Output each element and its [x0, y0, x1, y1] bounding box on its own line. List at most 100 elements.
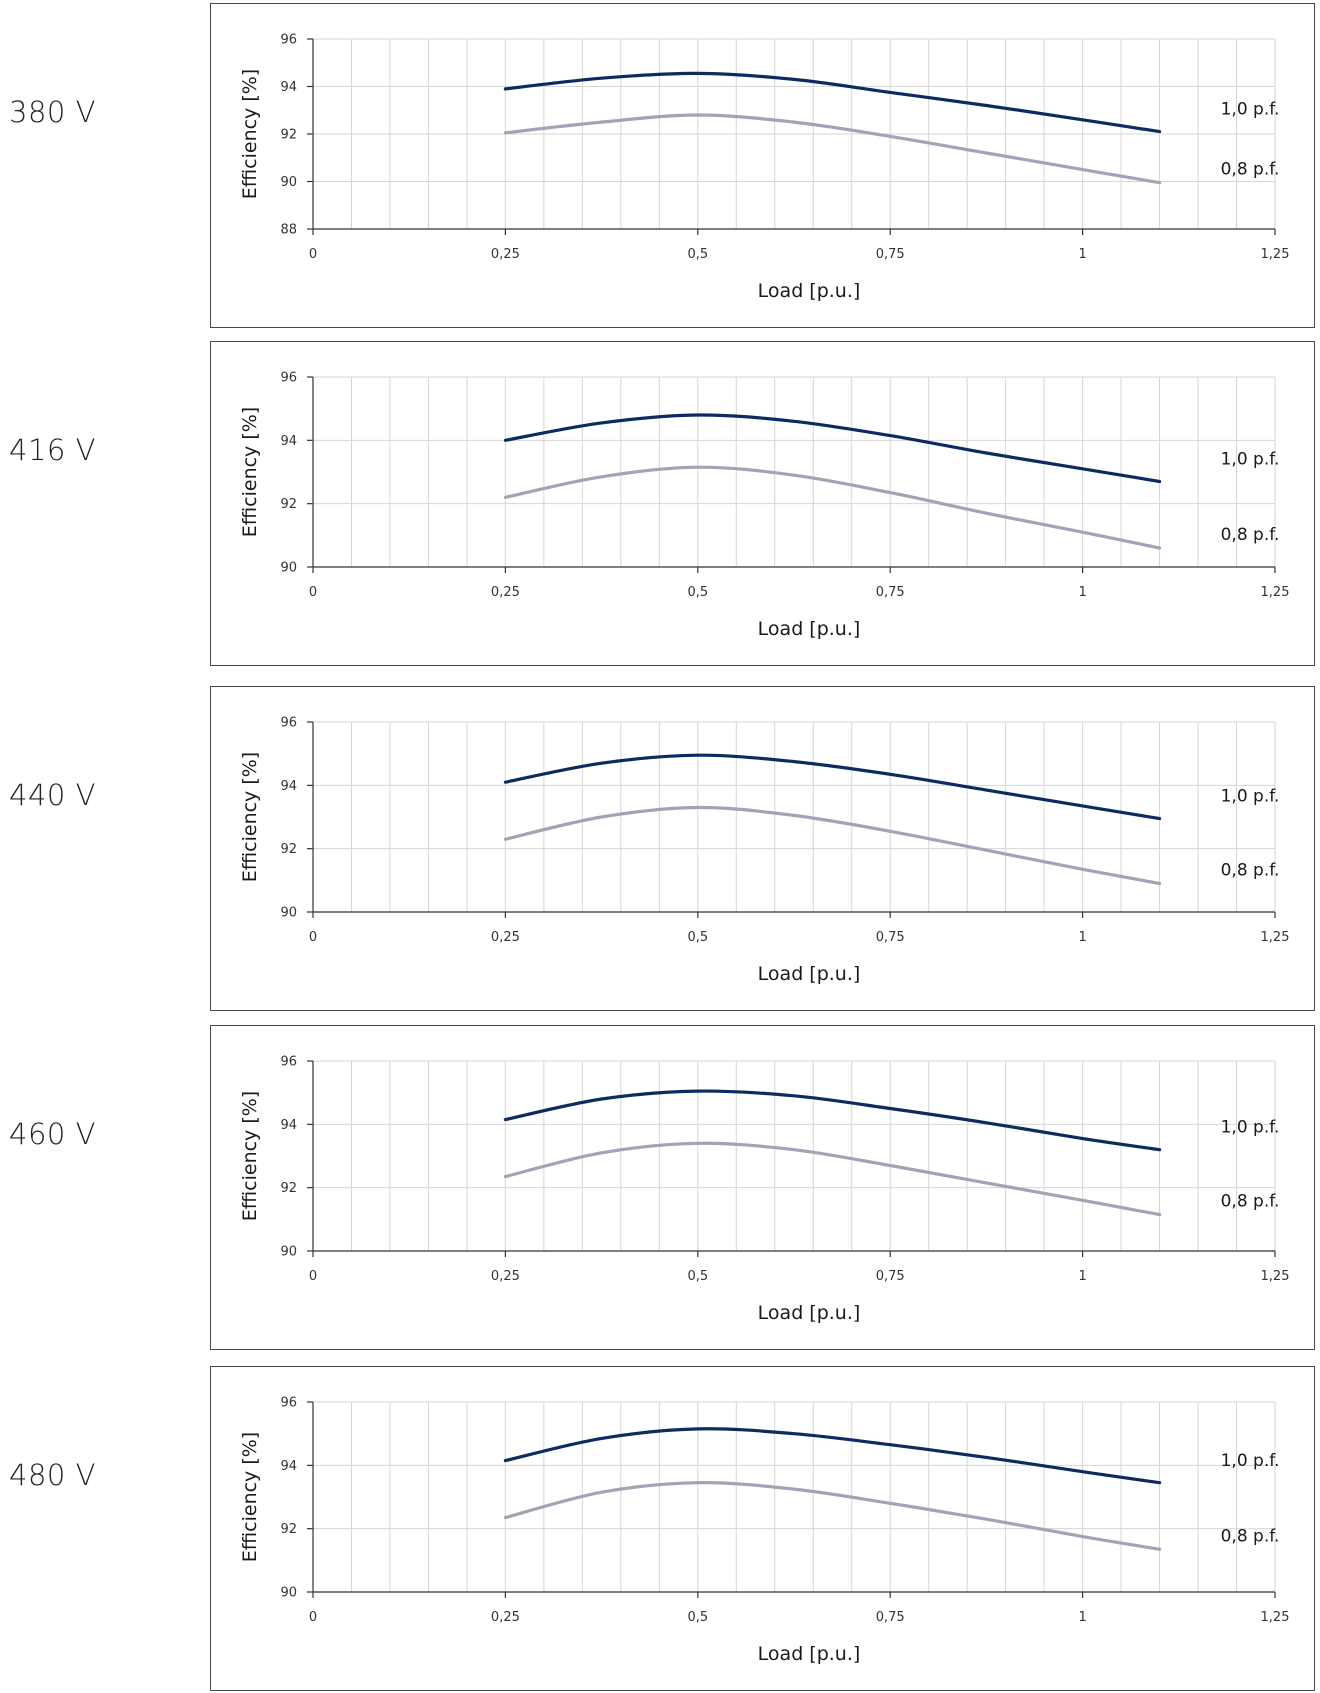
y-tick-label: 94 [280, 779, 297, 794]
y-tick-label: 90 [280, 1245, 297, 1260]
x-tick-label: 0,25 [491, 247, 520, 262]
x-tick-label: 0 [309, 1269, 317, 1284]
y-tick-label: 92 [280, 1181, 297, 1196]
grid [313, 38, 1276, 229]
y-tick-label: 90 [280, 175, 297, 190]
series-line-pf-0-8 [503, 1141, 1162, 1217]
chart-frame: 88 90 92 94 96 0 0,25 0,5 0,75 1 1,25 Load [p.u.] Ef… [210, 3, 1315, 328]
series-label: 1,0 p.f. [1221, 1451, 1280, 1471]
chart-frame: 90 92 94 96 0 0,25 0,5 0,75 1 1,25 Load [p.u.] Effi… [210, 1025, 1315, 1350]
y-tick-label: 96 [280, 716, 297, 731]
y-tick-label: 92 [280, 128, 297, 143]
y-tick-label: 92 [280, 1522, 297, 1537]
x-axis-title: Load [p.u.] [758, 618, 861, 640]
y-tick-label: 90 [280, 1586, 297, 1601]
x-tick-label: 0,25 [491, 1610, 520, 1625]
x-tick-label: 0,5 [687, 247, 708, 262]
y-tick-label: 88 [280, 223, 297, 238]
y-tick-label: 94 [280, 434, 297, 449]
series-label: 0,8 p.f. [1221, 861, 1280, 881]
chart-row-2: 416 V 90 92 94 96 0 0,25 0,5 0,75 1 1,25 Load [p.u.… [0, 338, 1320, 668]
y-tick-label: 94 [280, 1459, 297, 1474]
y-tick-label: 90 [280, 561, 297, 576]
y-axis-title: Efficiency [%] [239, 1432, 261, 1562]
x-tick-label: 0 [309, 930, 317, 945]
x-tick-label: 1,25 [1261, 930, 1290, 945]
x-tick-label: 1,25 [1261, 247, 1290, 262]
series-line-pf-0-8 [503, 465, 1162, 550]
x-tick-label: 0 [309, 247, 317, 262]
y-tick-label: 96 [280, 1055, 297, 1070]
y-tick-label: 94 [280, 80, 297, 95]
y-axis-title: Efficiency [%] [239, 407, 261, 537]
x-tick-label: 0,75 [876, 930, 905, 945]
x-tick-label: 1 [1078, 1269, 1086, 1284]
grid [313, 1401, 1276, 1592]
y-tick-label: 92 [280, 842, 297, 857]
y-tick-label: 92 [280, 497, 297, 512]
x-tick-label: 0,75 [876, 1269, 905, 1284]
x-axis-title: Load [p.u.] [758, 1302, 861, 1324]
efficiency-chart: 90 92 94 96 0 0,25 0,5 0,75 1 1,25 Load [p.u.] Effi… [239, 1055, 1290, 1325]
voltage-label: 416 V [9, 433, 96, 467]
x-tick-label: 0,5 [687, 585, 708, 600]
x-tick-label: 0,25 [491, 930, 520, 945]
x-tick-label: 0,5 [687, 1269, 708, 1284]
x-tick-label: 0,75 [876, 585, 905, 600]
series-label: 0,8 p.f. [1221, 525, 1280, 545]
x-tick-label: 1 [1078, 930, 1086, 945]
series-line-pf-1-0 [503, 753, 1162, 821]
grid [313, 1060, 1276, 1251]
chart-row-1: 380 V 88 90 92 94 96 0 0,25 0,5 0,75 1 1,25 Load [p.… [0, 0, 1320, 330]
y-axis-title: Efficiency [%] [239, 752, 261, 882]
chart-row-3: 440 V 90 92 94 96 0 0,25 0,5 0,75 1 1,25 Load [p.u.… [0, 683, 1320, 1013]
x-tick-label: 0 [309, 585, 317, 600]
x-axis-title: Load [p.u.] [758, 280, 861, 302]
x-tick-label: 0,75 [876, 1610, 905, 1625]
grid [313, 721, 1276, 912]
efficiency-chart: 90 92 94 96 0 0,25 0,5 0,75 1 1,25 Load [p.u.] Effi… [239, 716, 1290, 986]
chart-frame: 90 92 94 96 0 0,25 0,5 0,75 1 1,25 Load [p.u.] Effi… [210, 686, 1315, 1011]
voltage-label: 460 V [9, 1117, 96, 1151]
series-label: 0,8 p.f. [1221, 1526, 1280, 1546]
y-axis-title: Efficiency [%] [239, 1091, 261, 1221]
efficiency-chart: 90 92 94 96 0 0,25 0,5 0,75 1 1,25 Load [p.u.] Effi… [239, 371, 1290, 641]
chart-row-5: 480 V 90 92 94 96 0 0,25 0,5 0,75 1 1,25 Load [p.u.… [0, 1363, 1320, 1693]
x-axis-title: Load [p.u.] [758, 1643, 861, 1665]
series-label: 0,8 p.f. [1221, 1192, 1280, 1212]
series-line-pf-0-8 [503, 1481, 1162, 1551]
chart-frame: 90 92 94 96 0 0,25 0,5 0,75 1 1,25 Load [p.u.] Effi… [210, 341, 1315, 666]
series-label: 1,0 p.f. [1221, 450, 1280, 470]
series-line-pf-0-8 [503, 113, 1162, 185]
x-tick-label: 0,25 [491, 585, 520, 600]
x-tick-label: 1 [1078, 1610, 1086, 1625]
y-tick-label: 96 [280, 371, 297, 386]
y-tick-label: 96 [280, 1396, 297, 1411]
x-tick-label: 0,5 [687, 930, 708, 945]
efficiency-chart: 90 92 94 96 0 0,25 0,5 0,75 1 1,25 Load [p.u.] Effi… [239, 1396, 1290, 1666]
x-tick-label: 0 [309, 1610, 317, 1625]
series-line-pf-1-0 [503, 71, 1162, 134]
series-label: 1,0 p.f. [1221, 100, 1280, 120]
chart-row-4: 460 V 90 92 94 96 0 0,25 0,5 0,75 1 1,25 Load [p.u.… [0, 1022, 1320, 1352]
x-tick-label: 1 [1078, 585, 1086, 600]
y-axis-title: Efficiency [%] [239, 69, 261, 199]
x-tick-label: 0,25 [491, 1269, 520, 1284]
x-tick-label: 1,25 [1261, 1269, 1290, 1284]
y-tick-label: 96 [280, 33, 297, 48]
series-label: 0,8 p.f. [1221, 160, 1280, 180]
voltage-label: 440 V [9, 778, 96, 812]
y-tick-label: 90 [280, 906, 297, 921]
series-line-pf-1-0 [503, 1427, 1162, 1485]
y-tick-label: 94 [280, 1118, 297, 1133]
series-label: 1,0 p.f. [1221, 787, 1280, 807]
x-tick-label: 1,25 [1261, 1610, 1290, 1625]
grid [313, 376, 1276, 567]
voltage-label: 480 V [9, 1458, 96, 1492]
x-tick-label: 1,25 [1261, 585, 1290, 600]
series-line-pf-1-0 [503, 413, 1162, 484]
x-axis-title: Load [p.u.] [758, 963, 861, 985]
x-tick-label: 0,75 [876, 247, 905, 262]
series-line-pf-1-0 [503, 1089, 1162, 1152]
efficiency-chart: 88 90 92 94 96 0 0,25 0,5 0,75 1 1,25 Load [p.u.] Ef… [239, 33, 1290, 303]
